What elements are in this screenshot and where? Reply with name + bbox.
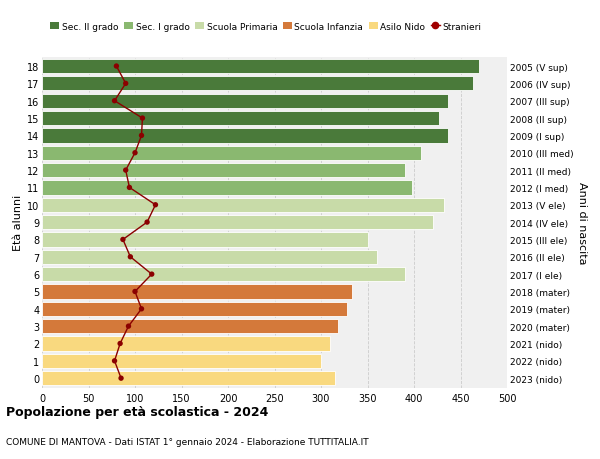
- Point: [121, 167, 131, 174]
- Point: [124, 323, 133, 330]
- Point: [116, 375, 126, 382]
- Point: [151, 202, 160, 209]
- Bar: [42, 250, 377, 264]
- Bar: [42, 60, 479, 74]
- Bar: [42, 181, 412, 195]
- Bar: [42, 371, 335, 386]
- Bar: [42, 268, 405, 282]
- Bar: [42, 163, 405, 178]
- Point: [121, 80, 131, 88]
- Point: [118, 236, 128, 244]
- Point: [130, 150, 140, 157]
- Bar: [42, 146, 421, 161]
- Text: Popolazione per età scolastica - 2024: Popolazione per età scolastica - 2024: [6, 405, 268, 419]
- Point: [112, 63, 121, 71]
- Bar: [42, 112, 439, 126]
- Bar: [42, 198, 444, 213]
- Point: [137, 115, 147, 123]
- Y-axis label: Età alunni: Età alunni: [13, 195, 23, 251]
- Bar: [42, 129, 448, 143]
- Bar: [42, 319, 338, 334]
- Point: [115, 340, 125, 347]
- Bar: [42, 77, 473, 91]
- Y-axis label: Anni di nascita: Anni di nascita: [577, 181, 587, 264]
- Point: [125, 185, 134, 192]
- Text: COMUNE DI MANTOVA - Dati ISTAT 1° gennaio 2024 - Elaborazione TUTTITALIA.IT: COMUNE DI MANTOVA - Dati ISTAT 1° gennai…: [6, 437, 368, 446]
- Bar: [42, 95, 448, 109]
- Point: [137, 305, 146, 313]
- Bar: [42, 336, 331, 351]
- Bar: [42, 233, 367, 247]
- Point: [147, 271, 157, 278]
- Point: [137, 133, 146, 140]
- Bar: [42, 216, 433, 230]
- Legend: Sec. II grado, Sec. I grado, Scuola Primaria, Scuola Infanzia, Asilo Nido, Stran: Sec. II grado, Sec. I grado, Scuola Prim…: [47, 19, 485, 35]
- Bar: [42, 285, 352, 299]
- Bar: [42, 302, 347, 316]
- Point: [130, 288, 140, 296]
- Point: [110, 358, 119, 365]
- Point: [125, 253, 135, 261]
- Point: [110, 98, 119, 105]
- Bar: [42, 354, 321, 368]
- Point: [142, 219, 152, 226]
